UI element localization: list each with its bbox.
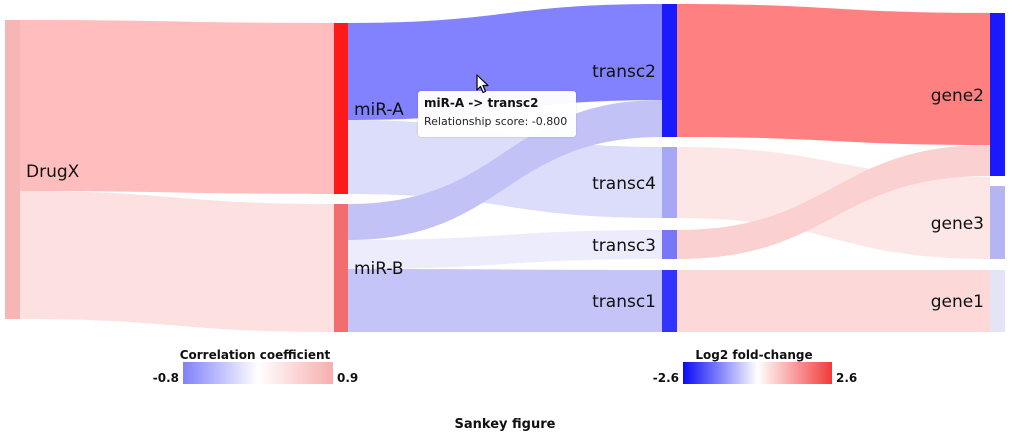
legend-correlation-min: -0.8 <box>153 371 179 385</box>
node-gene1[interactable] <box>990 270 1005 332</box>
node-drugx[interactable] <box>5 20 20 319</box>
sankey-links <box>20 4 990 332</box>
sankey-nodes <box>5 4 1005 332</box>
legend-correlation-bar <box>183 362 333 384</box>
node-transc1[interactable] <box>662 270 677 332</box>
node-transc2[interactable] <box>662 4 677 137</box>
link-tooltip: miR-A -> transc2 Relationship score: -0.… <box>418 91 576 137</box>
legend-foldchange-bar <box>683 362 832 384</box>
node-gene2[interactable] <box>990 13 1005 176</box>
link-mirb-transc3[interactable] <box>348 230 662 269</box>
node-gene3[interactable] <box>990 186 1005 259</box>
label-drugx: DrugX <box>26 162 80 182</box>
legend-correlation: Correlation coefficient -0.8 0.9 <box>153 348 359 385</box>
link-drugx-mirb[interactable] <box>20 191 334 332</box>
label-transc4: transc4 <box>592 174 656 194</box>
label-gene1: gene1 <box>931 292 984 312</box>
label-gene2: gene2 <box>931 86 984 106</box>
figure-caption: Sankey figure <box>455 417 556 432</box>
link-transc3-gene2[interactable] <box>677 145 990 259</box>
label-gene3: gene3 <box>931 214 984 234</box>
legend-foldchange-min: -2.6 <box>653 371 679 385</box>
legend-correlation-max: 0.9 <box>337 371 358 385</box>
node-mira[interactable] <box>334 23 348 194</box>
node-mirb[interactable] <box>334 204 348 332</box>
node-transc3[interactable] <box>662 230 677 259</box>
label-transc3: transc3 <box>592 236 656 256</box>
mouse-pointer-icon <box>476 74 489 94</box>
link-mirb-transc1[interactable] <box>348 269 662 332</box>
legend-foldchange: Log2 fold-change -2.6 2.6 <box>653 348 858 385</box>
sankey-node-labels: DrugX miR-A miR-B transc2 transc4 transc… <box>26 62 984 312</box>
legend-correlation-title: Correlation coefficient <box>180 348 331 362</box>
label-transc2: transc2 <box>592 62 656 82</box>
legend-foldchange-title: Log2 fold-change <box>695 348 812 362</box>
link-drugx-mira[interactable] <box>20 20 334 194</box>
link-transc2-gene2[interactable] <box>677 4 990 145</box>
tooltip-title: miR-A -> transc2 <box>424 96 539 110</box>
legend-foldchange-max: 2.6 <box>836 371 857 385</box>
label-mira: miR-A <box>354 100 404 120</box>
link-transc1-gene1[interactable] <box>677 270 990 332</box>
tooltip-score: Relationship score: -0.800 <box>424 115 568 128</box>
label-mirb: miR-B <box>354 259 404 279</box>
link-mirb-transc2[interactable] <box>348 100 662 240</box>
label-transc1: transc1 <box>592 292 656 312</box>
node-transc4[interactable] <box>662 147 677 218</box>
